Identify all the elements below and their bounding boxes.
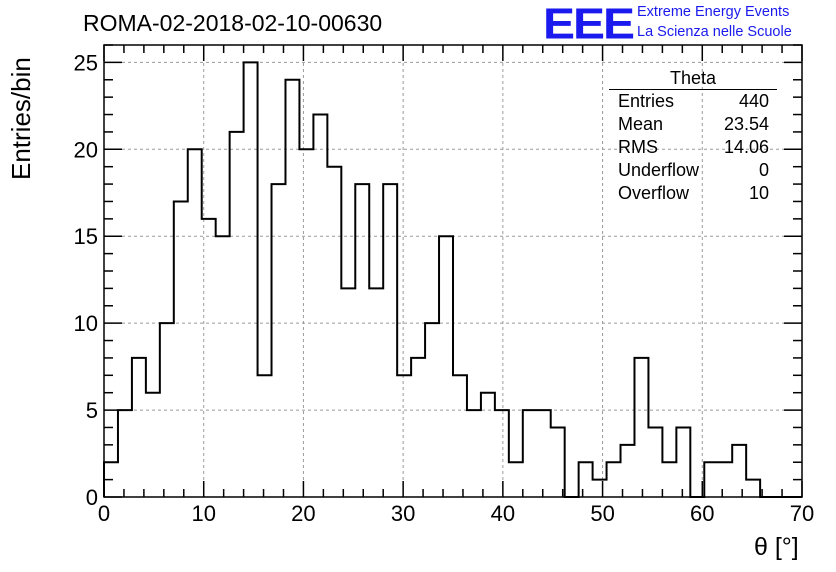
stats-row-underflow: Underflow 0 xyxy=(609,159,777,182)
stats-row-overflow: Overflow 10 xyxy=(609,182,777,205)
histogram-bin xyxy=(593,480,607,497)
eee-logo: EEE xyxy=(543,0,635,49)
stats-box: Theta Entries 440 Mean 23.54 RMS 14.06 U… xyxy=(609,67,777,205)
histogram-bin xyxy=(662,462,676,497)
histogram-bin xyxy=(132,358,146,497)
histogram-bin xyxy=(467,410,481,497)
y-tick-label: 0 xyxy=(86,485,98,510)
histogram-bin xyxy=(327,167,341,497)
histogram-bin xyxy=(258,375,272,497)
stats-row-rms: RMS 14.06 xyxy=(609,136,777,159)
histogram-bin xyxy=(313,115,327,497)
histogram-bin xyxy=(704,462,718,497)
plot-title: ROMA-02-2018-02-10-00630 xyxy=(83,10,383,36)
histogram-bin xyxy=(272,184,286,497)
stats-label: Entries xyxy=(618,91,675,111)
logo-line-2: La Scienza nelle Scuole xyxy=(637,24,792,40)
x-tick-label: 70 xyxy=(790,501,814,526)
x-tick-label: 50 xyxy=(590,501,614,526)
histogram-bin xyxy=(439,236,453,497)
stats-label: Overflow xyxy=(618,183,690,203)
histogram-bin xyxy=(341,288,355,497)
histogram-bin xyxy=(369,288,383,497)
histogram-bin xyxy=(607,462,621,497)
axes xyxy=(103,44,803,498)
histogram-bin xyxy=(397,375,411,497)
x-tick-label: 30 xyxy=(391,501,415,526)
stats-value: 14.06 xyxy=(723,137,769,157)
x-tick-label: 20 xyxy=(291,501,315,526)
stats-value: 23.54 xyxy=(723,114,769,134)
histogram-bin xyxy=(383,184,397,497)
histogram-bin xyxy=(411,358,425,497)
y-tick-label: 10 xyxy=(74,311,98,336)
histogram-outline xyxy=(103,61,802,498)
histogram-bin xyxy=(453,375,467,497)
histogram-bin xyxy=(537,410,551,497)
x-tick-label: 0 xyxy=(98,501,110,526)
stats-title: Theta xyxy=(609,67,777,90)
stats-row-entries: Entries 440 xyxy=(609,90,777,113)
x-tick-label: 60 xyxy=(690,501,714,526)
y-tick-label: 15 xyxy=(74,224,98,249)
histogram-bin xyxy=(551,427,565,497)
stats-row-mean: Mean 23.54 xyxy=(609,113,777,136)
histogram-bin xyxy=(523,410,537,497)
stats-value: 440 xyxy=(738,91,769,111)
y-tick-label: 20 xyxy=(74,137,98,162)
x-axis-label: θ [°] xyxy=(754,533,799,561)
histogram-bars xyxy=(103,61,802,498)
y-tick-label: 25 xyxy=(74,50,98,75)
histogram-bin xyxy=(230,132,244,497)
x-tick-label: 40 xyxy=(491,501,515,526)
tick-labels: 0 10 20 30 40 50 60 70 0 5 10 15 20 25 xyxy=(74,50,815,526)
histogram-bin xyxy=(174,201,188,497)
histogram-bin xyxy=(481,393,495,497)
histogram-bin xyxy=(216,236,230,497)
histogram-bin xyxy=(285,80,299,497)
histogram-bin xyxy=(732,445,746,497)
histogram-bin xyxy=(355,184,369,497)
histogram-bin xyxy=(495,410,509,497)
histogram-bin xyxy=(648,427,662,497)
histogram-bin xyxy=(746,480,760,497)
y-axis-label: Entries/bin xyxy=(6,57,36,180)
histogram-bin xyxy=(118,410,132,497)
histogram-bin xyxy=(299,149,313,497)
x-tick-label: 10 xyxy=(191,501,215,526)
eee-logo-text: Extreme Energy Events La Scienza nelle S… xyxy=(637,2,792,42)
histogram-bin xyxy=(718,462,732,497)
histogram-bin xyxy=(146,393,160,497)
histogram-bin xyxy=(244,62,258,497)
stats-label: RMS xyxy=(618,137,658,157)
histogram-bin xyxy=(676,427,690,497)
stats-label: Underflow xyxy=(618,160,700,180)
histogram-bin xyxy=(579,462,593,497)
stats-value: 0 xyxy=(758,160,769,180)
stats-label: Mean xyxy=(618,114,664,134)
stats-value: 10 xyxy=(748,183,769,203)
histogram-bin xyxy=(634,358,648,497)
histogram-bin xyxy=(509,462,523,497)
logo-line-1: Extreme Energy Events xyxy=(637,4,790,20)
y-tick-label: 5 xyxy=(86,398,98,423)
